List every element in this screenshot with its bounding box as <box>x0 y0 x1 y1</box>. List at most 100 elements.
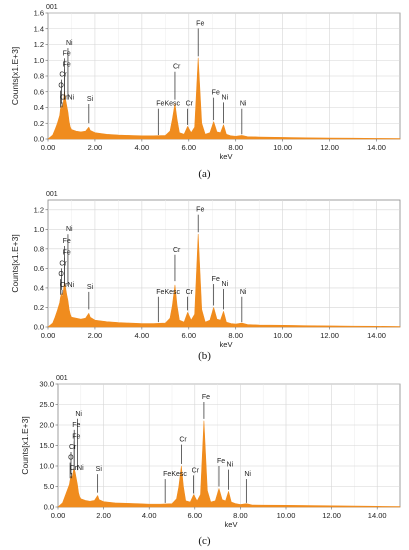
peak-label: Cr <box>69 444 77 451</box>
x-tick-label: 8.00 <box>228 143 243 152</box>
x-tick-label: 6.00 <box>181 143 196 152</box>
peak-label: Fe <box>217 458 225 465</box>
x-tick-label: 12.00 <box>322 511 341 520</box>
peak-label: Cr <box>173 247 181 254</box>
plot-area <box>47 199 401 328</box>
spectrum-code-label: 001 <box>56 375 68 382</box>
peak-label: Fe <box>212 90 220 97</box>
spectrum-code-label: 001 <box>46 4 58 11</box>
peak-label: FeKesc <box>156 289 180 296</box>
peak-label: Cr <box>179 437 187 444</box>
peak-label: Si <box>96 466 103 473</box>
x-tick-label: 0.00 <box>41 143 56 152</box>
peak-label: O <box>58 83 64 90</box>
x-tick-label: 0.00 <box>41 331 56 340</box>
y-tick-label: 0.6 <box>34 87 44 96</box>
y-tick-label: 0.8 <box>34 245 44 254</box>
x-tick-label: 6.00 <box>181 331 196 340</box>
y-tick-label: 20.0 <box>39 421 54 430</box>
peak-label: CrNi <box>60 282 74 289</box>
y-tick-label: 1.2 <box>34 205 44 214</box>
x-tick-label: 10.00 <box>277 511 296 520</box>
peak-label: Ni <box>75 411 82 418</box>
eds-spectrum-chart-a: 001 0.00 2.00 4.00 6.00 8.00 10.00 12.00 14.00 0.… <box>10 4 401 180</box>
peak-label: CrNi <box>70 465 84 472</box>
peak-label: Ni <box>222 281 229 288</box>
y-axis-title: Counts[x1.E+3] <box>10 234 20 292</box>
peak-label: Ni <box>66 40 73 47</box>
peak-label: Fe <box>63 238 71 245</box>
x-tick-label: 0.00 <box>51 511 66 520</box>
y-tick-label: 1.4 <box>34 24 44 33</box>
peak-label: Fe <box>202 394 210 401</box>
y-tick-label: 0.8 <box>34 72 44 81</box>
peak-label: Cr <box>186 101 194 108</box>
x-tick-label: 12.00 <box>320 331 339 340</box>
y-tick-label: 0.0 <box>34 323 44 332</box>
peak-label: CrNi <box>60 94 74 101</box>
spectrum-area <box>47 57 401 140</box>
peak-label: Cr <box>173 64 181 71</box>
x-tick-label: 12.00 <box>320 143 339 152</box>
peak-label: Cr <box>59 260 67 267</box>
y-tick-label: 1.2 <box>34 40 44 49</box>
x-axis-title: keV <box>225 520 238 529</box>
y-tick-label: 1.0 <box>34 225 44 234</box>
x-tick-label: 4.00 <box>142 511 157 520</box>
x-tick-label: 10.00 <box>273 331 292 340</box>
spectrum-panel-c: 001 0.00 2.00 4.00 6.00 8.00 10.00 12.00 14.00 0.… <box>0 365 409 550</box>
peak-label: Cr <box>192 467 200 474</box>
y-tick-label: 25.0 <box>39 400 54 409</box>
x-tick-label: 2.00 <box>88 331 103 340</box>
peak-label: FeKesc <box>156 101 180 108</box>
peak-label: O <box>58 271 64 278</box>
y-axis-title: Counts[x1.E+3] <box>20 416 30 474</box>
peak-label: Fe <box>196 207 204 214</box>
peak-label: Ni <box>244 471 251 478</box>
x-axis-title: keV <box>220 152 233 161</box>
y-tick-label: 1.6 <box>34 9 44 18</box>
x-tick-label: 2.00 <box>96 511 111 520</box>
y-tick-label: 10.0 <box>39 462 54 471</box>
peak-label: Si <box>87 96 94 103</box>
x-tick-label: 8.00 <box>228 331 243 340</box>
y-tick-label: 0.0 <box>34 135 44 144</box>
panel-caption: (b) <box>198 350 211 362</box>
x-tick-label: 10.00 <box>273 143 292 152</box>
peak-label: Fe <box>72 422 80 429</box>
peak-label: Cr <box>59 72 67 79</box>
y-tick-label: 0.4 <box>34 103 44 112</box>
spectrum-code-label: 001 <box>46 191 58 198</box>
y-tick-label: 0.4 <box>34 284 44 293</box>
eds-spectrum-chart-c: 001 0.00 2.00 4.00 6.00 8.00 10.00 12.00 14.00 0.… <box>20 375 401 547</box>
x-tick-label: 14.00 <box>367 331 386 340</box>
peak-label: Si <box>87 284 94 291</box>
peak-label: Ni <box>240 101 247 108</box>
y-tick-label: 0.2 <box>34 119 44 128</box>
peak-label: Fe <box>196 20 204 27</box>
y-axis-title: Counts[x1.E+3] <box>10 47 20 105</box>
peak-label: Fe <box>72 433 80 440</box>
spectrum-area <box>57 420 401 508</box>
peak-label: Cr <box>186 289 194 296</box>
peak-label: O <box>68 455 74 462</box>
x-tick-label: 8.00 <box>233 511 248 520</box>
x-tick-label: 14.00 <box>368 511 387 520</box>
y-tick-label: 0.6 <box>34 264 44 273</box>
peak-label: Fe <box>212 276 220 283</box>
peak-label: FeKesc <box>163 471 187 478</box>
x-axis-title: keV <box>220 340 233 349</box>
x-tick-label: 14.00 <box>367 143 386 152</box>
x-tick-label: 2.00 <box>88 143 103 152</box>
x-tick-label: 6.00 <box>187 511 202 520</box>
y-tick-label: 30.0 <box>39 380 54 389</box>
spectrum-panel-a: 001 0.00 2.00 4.00 6.00 8.00 10.00 12.00 14.00 0.… <box>0 0 409 183</box>
x-tick-label: 4.00 <box>135 143 150 152</box>
spectrum-panel-b: 001 0.00 2.00 4.00 6.00 8.00 10.00 12.00 14.00 0.… <box>0 183 409 365</box>
peak-label: Fe <box>63 50 71 57</box>
spectrum-area <box>47 233 401 328</box>
panel-caption: (a) <box>198 168 211 180</box>
y-tick-label: 0.2 <box>34 303 44 312</box>
panel-caption: (c) <box>198 535 211 547</box>
eds-spectrum-chart-b: 001 0.00 2.00 4.00 6.00 8.00 10.00 12.00 14.00 0.… <box>10 191 401 362</box>
